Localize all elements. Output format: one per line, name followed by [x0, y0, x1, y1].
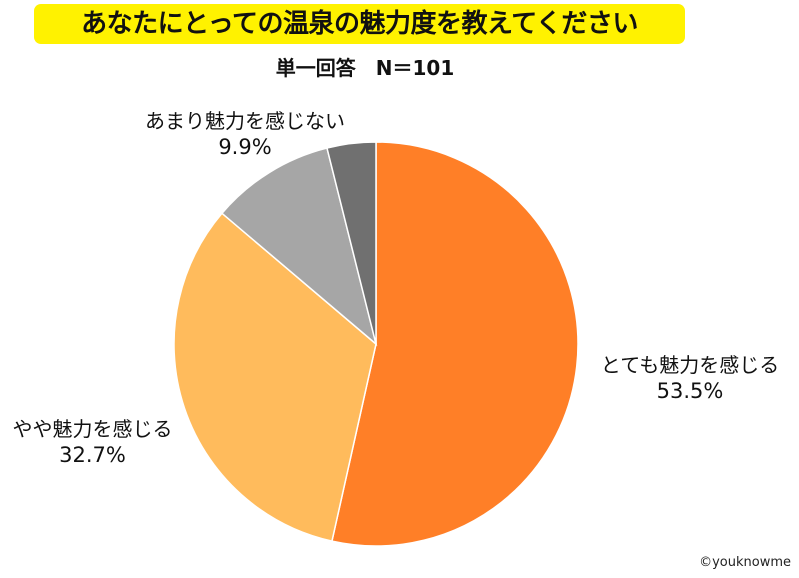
pie-slice-other [326, 141, 377, 345]
slice-label-very-attractive: とても魅力を感じる 53.5% [590, 352, 790, 404]
copyright-text: ©youknowme [699, 555, 791, 570]
slice-category-somewhat-attractive: やや魅力を感じる [12, 417, 173, 441]
pie-slice-not-very-attractive [220, 147, 378, 347]
slice-value-not-very-attractive: 9.9% [218, 135, 272, 159]
chart-title: あなたにとっての温泉の魅力度を教えてください [81, 9, 638, 39]
slice-value-somewhat-attractive: 32.7% [59, 443, 126, 467]
slice-value-very-attractive: 53.5% [656, 379, 724, 403]
slice-category-very-attractive: とても魅力を感じる [600, 353, 780, 377]
title-highlight [34, 4, 685, 44]
chart-subtitle: 単一回答 N＝101 [275, 56, 455, 80]
pie-slice-very-attractive [331, 141, 579, 547]
slice-label-not-very-attractive: あまり魅力を感じない 9.9% [130, 108, 360, 160]
slice-category-not-very-attractive: あまり魅力を感じない [145, 109, 345, 133]
pie-slice-somewhat-attractive [173, 212, 377, 543]
slice-label-somewhat-attractive: やや魅力を感じる 32.7% [0, 416, 185, 468]
